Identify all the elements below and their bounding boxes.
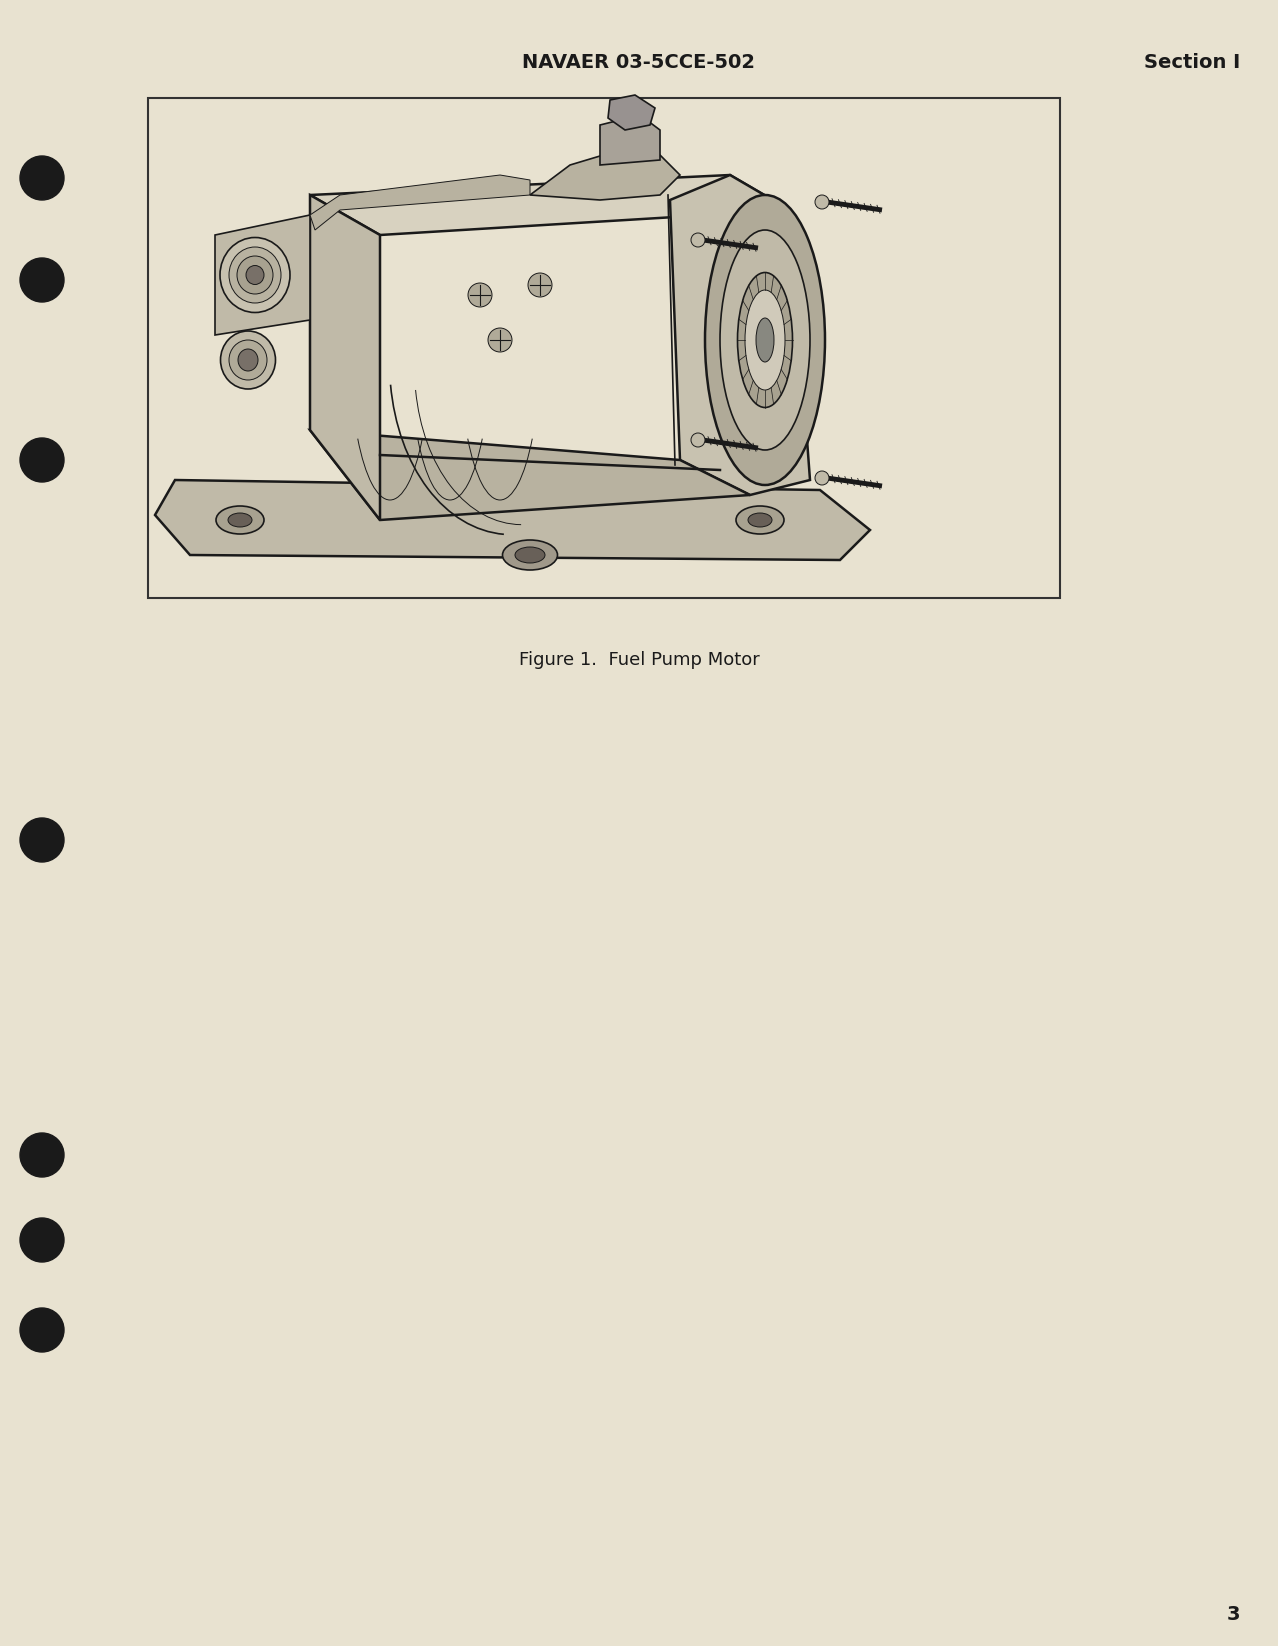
Ellipse shape xyxy=(236,257,273,295)
Ellipse shape xyxy=(220,237,290,313)
Polygon shape xyxy=(530,150,680,201)
Circle shape xyxy=(691,433,705,448)
Text: Section I: Section I xyxy=(1144,53,1240,71)
Polygon shape xyxy=(311,194,380,520)
Ellipse shape xyxy=(238,349,258,370)
Circle shape xyxy=(691,234,705,247)
Ellipse shape xyxy=(705,194,826,486)
Polygon shape xyxy=(608,95,656,130)
Circle shape xyxy=(20,818,64,863)
Circle shape xyxy=(20,438,64,482)
Polygon shape xyxy=(670,174,810,495)
Polygon shape xyxy=(215,216,311,336)
Ellipse shape xyxy=(757,318,774,362)
Polygon shape xyxy=(311,174,530,230)
Polygon shape xyxy=(311,430,750,520)
Text: Figure 1.  Fuel Pump Motor: Figure 1. Fuel Pump Motor xyxy=(519,652,759,668)
Circle shape xyxy=(20,156,64,201)
Ellipse shape xyxy=(737,273,792,408)
Ellipse shape xyxy=(216,505,265,533)
Ellipse shape xyxy=(736,505,783,533)
Polygon shape xyxy=(311,174,790,235)
Circle shape xyxy=(488,328,512,352)
Ellipse shape xyxy=(229,341,267,380)
Ellipse shape xyxy=(502,540,557,570)
Circle shape xyxy=(468,283,492,308)
Polygon shape xyxy=(599,115,659,165)
Ellipse shape xyxy=(227,514,252,527)
Text: 3: 3 xyxy=(1227,1605,1240,1625)
Circle shape xyxy=(815,471,829,486)
Ellipse shape xyxy=(245,265,265,285)
Circle shape xyxy=(20,1218,64,1262)
Circle shape xyxy=(528,273,552,296)
Ellipse shape xyxy=(745,290,785,390)
Circle shape xyxy=(20,258,64,301)
Ellipse shape xyxy=(515,546,544,563)
Ellipse shape xyxy=(229,247,281,303)
Ellipse shape xyxy=(720,230,810,449)
Ellipse shape xyxy=(748,514,772,527)
Circle shape xyxy=(815,194,829,209)
Ellipse shape xyxy=(221,331,276,388)
Circle shape xyxy=(20,1132,64,1177)
Circle shape xyxy=(20,1309,64,1351)
Text: NAVAER 03-5CCE-502: NAVAER 03-5CCE-502 xyxy=(523,53,755,71)
Bar xyxy=(148,99,1059,597)
Polygon shape xyxy=(155,481,870,560)
